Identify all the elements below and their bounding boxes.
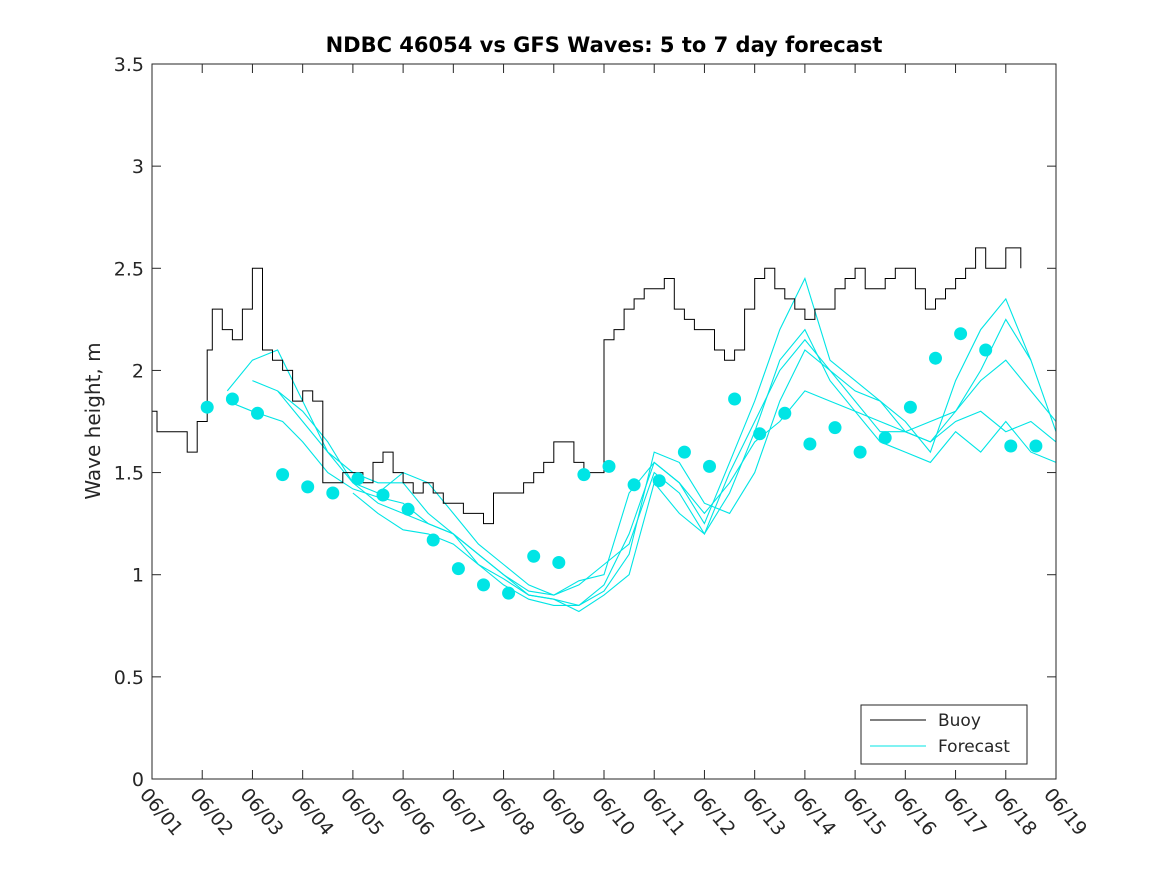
legend-box	[860, 704, 1028, 765]
forecast-marker	[878, 431, 892, 445]
forecast-marker	[225, 392, 239, 406]
y-tick-label: 2	[132, 360, 144, 382]
forecast-marker	[426, 533, 440, 547]
forecast-marker	[652, 474, 666, 488]
forecast-marker	[753, 427, 767, 441]
forecast-line-5	[352, 318, 1032, 606]
forecast-marker	[677, 445, 691, 459]
forecast-marker	[200, 400, 214, 414]
forecast-marker	[451, 562, 465, 576]
y-tick-label: 0	[132, 769, 144, 791]
forecast-marker	[552, 556, 566, 569]
chart-title: NDBC 46054 vs GFS Waves: 5 to 7 day fore…	[326, 33, 883, 57]
forecast-line-3	[252, 338, 1057, 596]
y-axis: 0 0.5 1 1.5 2 2.5 3 3.5	[114, 54, 1056, 791]
forecast-marker	[828, 421, 842, 435]
forecast-marker	[527, 549, 541, 563]
y-tick-label: 1.5	[114, 463, 144, 485]
forecast-marker	[979, 343, 993, 357]
forecast-marker	[903, 400, 917, 414]
forecast-marker	[376, 488, 390, 502]
forecast-marker	[703, 459, 716, 473]
forecast-marker	[401, 502, 415, 516]
forecast-marker	[276, 468, 290, 482]
forecast-marker	[728, 392, 742, 406]
y-axis-label: Wave height, m	[81, 342, 105, 499]
forecast-marker	[251, 406, 264, 420]
y-tick-label: 3	[132, 156, 144, 178]
legend: Buoy Forecast	[860, 704, 1028, 765]
y-tick-label: 1	[132, 565, 144, 587]
forecast-marker	[778, 406, 792, 420]
forecast-marker	[577, 468, 591, 482]
y-tick-label: 3.5	[114, 54, 144, 76]
y-tick-label: 2.5	[114, 258, 144, 280]
forecast-marker	[929, 351, 942, 365]
forecast-marker	[351, 472, 365, 486]
legend-buoy-label: Buoy	[938, 711, 981, 731]
forecast-marker	[502, 586, 516, 600]
legend-forecast-label: Forecast	[938, 737, 1010, 757]
forecast-marker	[954, 327, 968, 341]
forecast-marker	[627, 478, 641, 492]
forecast-marker	[803, 437, 817, 451]
forecast-marker	[853, 445, 867, 459]
forecast-marker	[602, 459, 616, 473]
forecast-marker	[1029, 439, 1043, 453]
marker-layer	[200, 327, 1043, 600]
forecast-marker	[301, 480, 315, 494]
y-tick-label: 0.5	[114, 667, 144, 689]
forecast-marker	[326, 486, 340, 500]
forecast-marker	[477, 578, 490, 592]
forecast-marker	[1004, 439, 1018, 453]
